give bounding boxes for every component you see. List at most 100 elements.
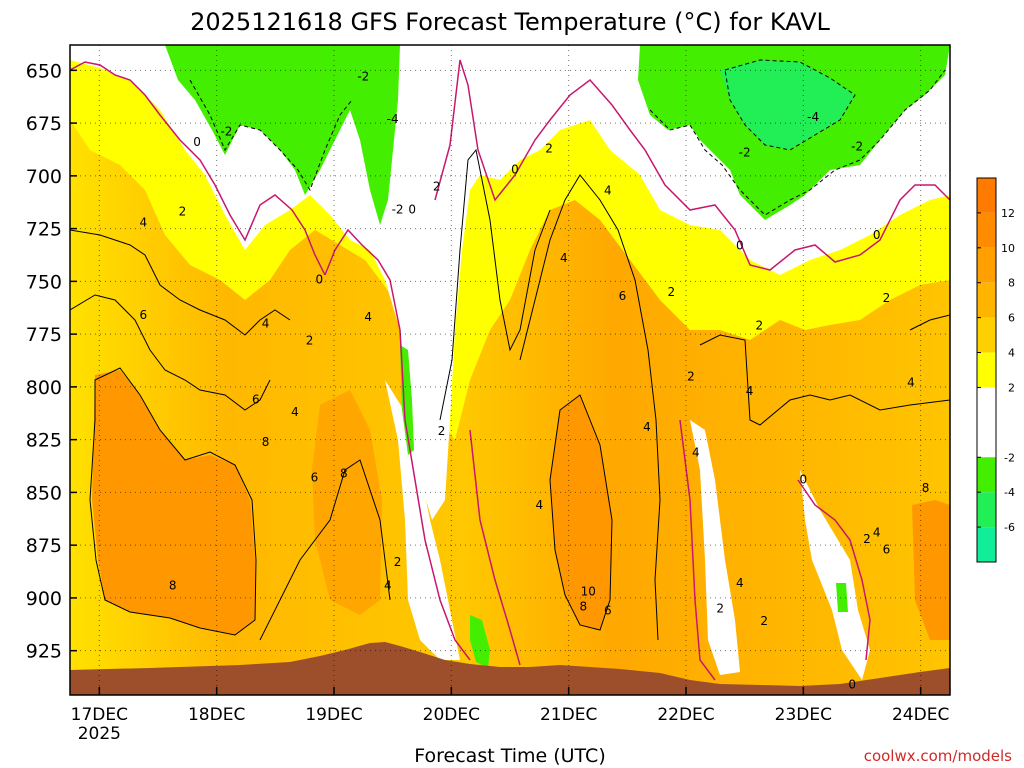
isotherm-right-band xyxy=(699,334,950,426)
contour-label: 10 xyxy=(581,585,596,599)
contour-label: 0 xyxy=(511,163,519,177)
white-lower-gap-2 xyxy=(690,420,740,675)
isotherm-right-band-2 xyxy=(909,314,950,331)
colorbar-swatch xyxy=(977,527,996,562)
y-tick-label: 750 xyxy=(26,271,62,293)
colorbar-frame xyxy=(976,177,997,563)
minus4-line-right xyxy=(724,59,856,151)
colorbar-swatch xyxy=(977,317,996,353)
contour-label: -2 xyxy=(220,125,232,139)
contour-label: 8 xyxy=(580,599,588,613)
minus2-line-left xyxy=(189,79,353,192)
contour-label: 2 xyxy=(668,285,676,299)
y-tick-label: 725 xyxy=(26,219,62,241)
colorbar-label: 8 xyxy=(1008,277,1015,290)
credit-link[interactable]: coolwx.com/models xyxy=(864,747,1012,765)
freezing-line-lower-center xyxy=(469,429,521,666)
contour-label: 4 xyxy=(262,317,270,331)
contour-label: 4 xyxy=(907,376,915,390)
colorbar-swatch xyxy=(977,212,996,248)
contour-label: 4 xyxy=(692,445,700,459)
contour-label: 0 xyxy=(848,677,856,691)
contour-label: 4 xyxy=(746,384,754,398)
contour-label: 4 xyxy=(643,420,651,434)
terrain-ground xyxy=(70,642,950,695)
contour-label: 2 xyxy=(756,319,764,333)
contour-label: 0 xyxy=(736,238,744,252)
contour-label: 6 xyxy=(883,542,891,556)
colorbar-label: 2 xyxy=(1008,381,1015,394)
x-tick-label: 24DEC xyxy=(892,705,949,725)
y-tick-label: 675 xyxy=(26,113,62,135)
plot-frame xyxy=(69,44,951,696)
contour-label: 4 xyxy=(384,578,392,592)
contour-label: 2 xyxy=(716,601,724,615)
contour-label: 6 xyxy=(252,393,260,407)
orange-core-edge xyxy=(912,500,950,640)
colorbar-swatch xyxy=(977,492,996,528)
isotherm-lower-middle xyxy=(259,459,391,641)
colorbar-swatch xyxy=(977,387,996,458)
isotherm-6c-left xyxy=(70,294,271,411)
contour-label: 4 xyxy=(873,526,881,540)
contour-label: 6 xyxy=(619,289,627,303)
y-tick-label: 850 xyxy=(26,482,62,504)
contour-label: 2 xyxy=(433,179,441,193)
y-tick-label: 650 xyxy=(26,60,62,82)
contour-label: 4 xyxy=(140,215,148,229)
x-axis-title: Forecast Time (UTC) xyxy=(414,745,605,767)
contour-label: 0 xyxy=(873,228,881,242)
isotherm-4c-left xyxy=(70,229,291,336)
x-tick-label: 23DEC xyxy=(775,705,832,725)
orange-core-right xyxy=(550,395,612,630)
isotherm-right-core xyxy=(549,394,613,631)
contour-label: 4 xyxy=(291,405,299,419)
x-tick-label: 18DEC xyxy=(188,705,245,725)
isotherm-8c-left xyxy=(89,367,257,636)
orange-core-left xyxy=(92,370,255,635)
y-tick-label: 925 xyxy=(26,641,62,663)
y-tick-label: 775 xyxy=(26,324,62,346)
freezing-line-lower xyxy=(679,419,716,681)
colorbar-label: 6 xyxy=(1008,312,1015,325)
contour-label: 2 xyxy=(545,141,553,155)
colorbar-swatch xyxy=(977,178,996,213)
contour-label: 4 xyxy=(736,576,744,590)
contour-label: 4 xyxy=(536,498,544,512)
contour-label: 2 xyxy=(438,424,446,438)
isotherm-center-tower-2 xyxy=(519,174,661,641)
y-tick-label: 875 xyxy=(26,535,62,557)
green-strip-right xyxy=(836,583,848,612)
contour-label: 0 xyxy=(408,203,416,217)
white-lower-gap-1 xyxy=(385,380,460,660)
contour-label: 4 xyxy=(364,310,372,324)
freezing-line-right xyxy=(644,149,950,271)
contour-label: 2 xyxy=(760,614,768,628)
x-tick-label: 21DEC xyxy=(540,705,597,725)
contour-label: 0 xyxy=(316,272,324,286)
colorbar-swatch xyxy=(977,247,996,283)
x-tick-year-label: 2025 xyxy=(78,724,121,744)
y-tick-label: 900 xyxy=(26,588,62,610)
minus2-line-right xyxy=(649,69,946,216)
contour-label: -4 xyxy=(387,112,399,126)
contour-label: 2 xyxy=(179,205,187,219)
grid-lines xyxy=(70,45,950,695)
white-lower-gap-3 xyxy=(800,470,870,680)
contour-label: 0 xyxy=(800,473,808,487)
contour-label: 6 xyxy=(311,471,319,485)
x-tick-label: 22DEC xyxy=(657,705,714,725)
contour-label: 2 xyxy=(394,555,402,569)
colorbar-label: 4 xyxy=(1008,347,1015,360)
colorbar-label: -2 xyxy=(1004,451,1015,464)
colorbar-swatch xyxy=(977,352,996,388)
contour-label: -4 xyxy=(807,110,819,124)
contour-label: 2 xyxy=(687,369,695,383)
contour-label: 4 xyxy=(560,251,568,265)
subfreezing-dashed-lines xyxy=(189,59,946,216)
green-region-upper-left xyxy=(165,45,400,225)
isotherm-lines xyxy=(70,148,950,641)
